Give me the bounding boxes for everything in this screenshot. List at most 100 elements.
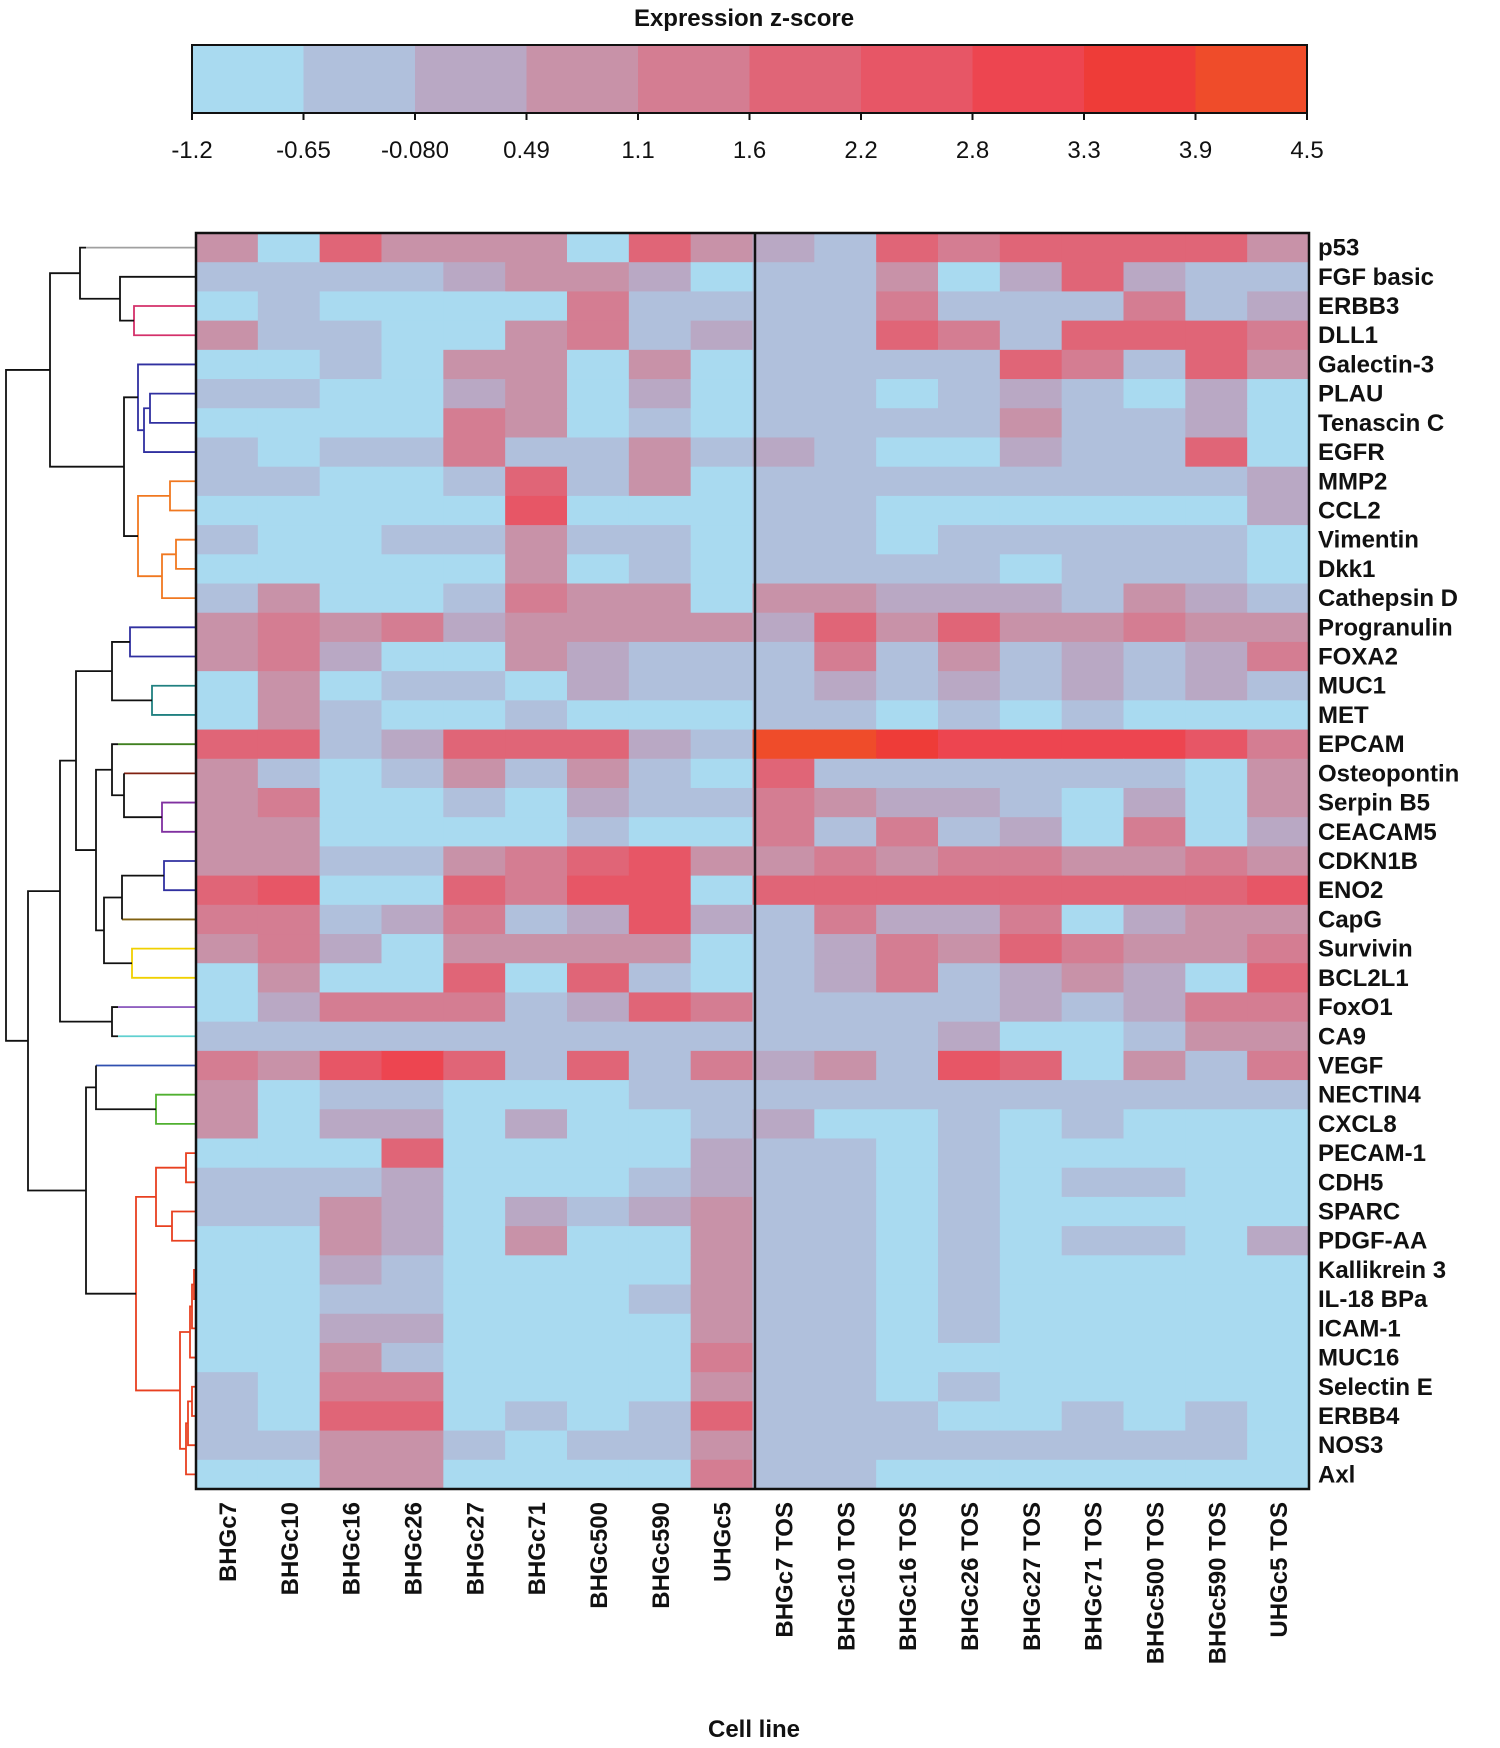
dendrogram-link [95, 1065, 156, 1111]
x-axis-label: Cell line [708, 1716, 800, 1743]
legend-swatch [638, 45, 750, 113]
legend-swatch [972, 45, 1085, 113]
heatmap-cell [1061, 320, 1125, 351]
heatmap-cell [628, 262, 692, 293]
heatmap-cell [690, 1138, 754, 1169]
heatmap-cell [567, 992, 630, 1023]
column-label: BHGc71 [524, 1502, 551, 1595]
heatmap-cell [257, 1080, 321, 1110]
heatmap-cell [876, 817, 939, 847]
heatmap-cell [1185, 934, 1248, 964]
heatmap-cell [567, 1255, 630, 1286]
heatmap-cell [567, 525, 630, 555]
heatmap-cell [1123, 349, 1186, 380]
heatmap-cell [876, 904, 939, 935]
dendrogram-link [143, 407, 196, 453]
heatmap-cell [196, 1167, 259, 1198]
row-label: FOXA2 [1318, 644, 1398, 671]
heatmap-cell [814, 1284, 877, 1315]
heatmap-cell [1061, 1021, 1125, 1052]
heatmap-cell [381, 262, 444, 293]
heatmap-cell [1247, 1372, 1310, 1402]
heatmap-cell [938, 262, 1001, 293]
heatmap-cell [876, 1342, 939, 1373]
heatmap-cell [196, 495, 259, 526]
row-label: ICAM-1 [1318, 1315, 1401, 1342]
heatmap-cell [443, 466, 506, 497]
heatmap-cell [381, 817, 444, 847]
heatmap-cell [1247, 1021, 1310, 1052]
column-label: BHGc26 TOS [957, 1502, 984, 1651]
heatmap-cell [1185, 1401, 1248, 1432]
heatmap-cell [567, 963, 630, 994]
heatmap-cell [1247, 992, 1310, 1023]
heatmap-cell [1185, 758, 1248, 789]
heatmap-cell [938, 233, 1001, 263]
heatmap-cell [381, 408, 444, 439]
heatmap-cell [505, 817, 568, 847]
heatmap-cell [1247, 1401, 1310, 1432]
heatmap-cell [1247, 758, 1310, 789]
heatmap-cell [814, 1138, 877, 1169]
heatmap-cell [999, 904, 1063, 935]
heatmap-cell [690, 1080, 754, 1110]
heatmap-cell [319, 729, 383, 760]
heatmap-cell [690, 320, 754, 351]
column-label: BHGc590 TOS [1204, 1502, 1231, 1664]
heatmap-cell [938, 1196, 1001, 1227]
heatmap-cell [876, 320, 939, 351]
heatmap-cell [257, 1138, 321, 1169]
heatmap-cell [257, 349, 321, 380]
heatmap-cell [1185, 875, 1248, 906]
heatmap-cell [1247, 1459, 1310, 1490]
heatmap-cell [381, 1167, 444, 1198]
heatmap-cell [628, 1109, 692, 1140]
heatmap-cell [257, 671, 321, 701]
column-label: BHGc27 [462, 1502, 489, 1595]
heatmap-cell [1061, 437, 1125, 468]
heatmap-cell [1061, 1167, 1125, 1198]
heatmap-cell [876, 1138, 939, 1169]
heatmap-cell [567, 729, 630, 760]
heatmap-cell [1247, 1255, 1310, 1286]
heatmap-cell [876, 291, 939, 322]
heatmap-cell [999, 291, 1063, 322]
heatmap-cell [196, 1342, 259, 1373]
heatmap-cell [876, 466, 939, 497]
heatmap-cell [814, 992, 877, 1023]
heatmap-cell [196, 846, 259, 877]
heatmap-cell [1185, 1226, 1248, 1256]
heatmap-cell [1061, 963, 1125, 994]
heatmap-cell [752, 1021, 815, 1052]
heatmap-cell [1061, 1401, 1125, 1432]
heatmap-cell [257, 1284, 321, 1315]
heatmap-cell [690, 1226, 754, 1256]
heatmap-cell [752, 817, 815, 847]
heatmap-cell [752, 787, 815, 818]
heatmap-cell [752, 466, 815, 497]
legend-tick-label: 1.6 [733, 137, 766, 164]
heatmap-cell [1185, 554, 1248, 585]
heatmap-cell [196, 875, 259, 906]
heatmap-cell [319, 1284, 383, 1315]
heatmap-cell [1123, 320, 1186, 351]
heatmap-cell [1247, 1109, 1310, 1140]
row-label: FoxO1 [1318, 994, 1393, 1021]
heatmap-cell [1185, 495, 1248, 526]
heatmap-cell [938, 1459, 1001, 1490]
heatmap-cell [1247, 262, 1310, 293]
row-label: MUC16 [1318, 1345, 1399, 1372]
heatmap-cell [876, 1196, 939, 1227]
heatmap-cell [938, 1342, 1001, 1373]
heatmap-cell [257, 1226, 321, 1256]
heatmap-cell [628, 525, 692, 555]
heatmap-cell [257, 612, 321, 643]
row-label: CA9 [1318, 1023, 1366, 1050]
heatmap-cell [196, 1372, 259, 1402]
heatmap-cell [690, 291, 754, 322]
heatmap-cell [752, 583, 815, 614]
heatmap-cell [257, 817, 321, 847]
heatmap-cell [443, 233, 506, 263]
heatmap-cell [319, 437, 383, 468]
legend-tick-label: 1.1 [621, 137, 654, 164]
